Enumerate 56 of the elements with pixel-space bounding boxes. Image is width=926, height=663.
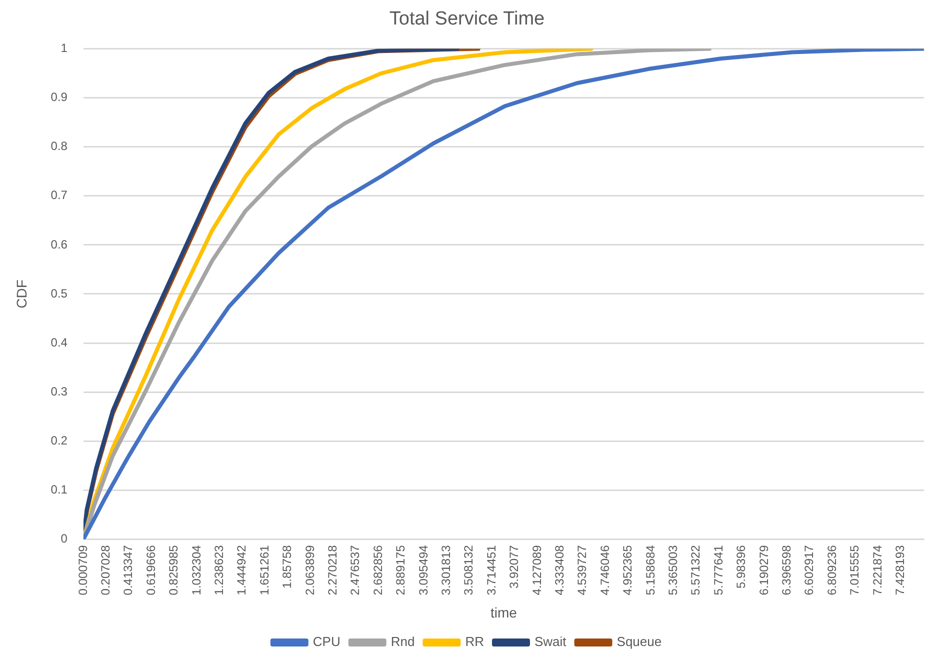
y-tick-label: 0.1 [50, 482, 68, 496]
y-tick-label: 0.3 [50, 384, 68, 398]
y-tick-label: 0.6 [50, 237, 68, 252]
x-tick-label: 5.158684 [643, 544, 658, 596]
y-tick-label: 0.4 [50, 335, 68, 350]
y-tick-label: 0.9 [50, 90, 68, 104]
legend-label: Swait [534, 634, 567, 650]
x-tick-label: 0.413347 [121, 544, 136, 596]
x-tick-label: 4.539727 [575, 544, 590, 596]
x-tick-label: 3.508132 [462, 544, 476, 596]
x-tick-label: 4.746046 [598, 544, 612, 596]
x-tick-label: 6.602917 [802, 544, 816, 596]
x-tick-label: 2.889175 [394, 544, 408, 596]
x-tick-label: 1.85758 [280, 544, 294, 589]
y-tick-label: 0.7 [50, 188, 68, 202]
x-tick-label: 1.032304 [189, 544, 204, 596]
x-tick-label: 5.571322 [688, 544, 703, 596]
chart-title: Total Service Time [389, 8, 545, 30]
x-tick-label: 4.127089 [530, 544, 544, 596]
x-tick-label: 1.238623 [212, 544, 226, 596]
x-tick-label: 1.651261 [257, 544, 272, 596]
x-tick-label: 5.365003 [666, 544, 680, 596]
x-tick-label: 0.000709 [76, 544, 90, 596]
x-tick-label: 3.301813 [439, 544, 453, 596]
y-tick-label: 0 [60, 531, 68, 546]
x-tick-label: 0.619666 [144, 544, 158, 596]
x-tick-label: 5.98396 [734, 544, 748, 589]
legend-label: RR [465, 634, 484, 650]
x-tick-label: 1.444942 [234, 544, 249, 596]
x-tick-label: 4.333408 [552, 544, 566, 596]
x-axis-title: time [490, 604, 518, 620]
legend-label: Rnd [390, 634, 415, 650]
legend-label: CPU [312, 634, 340, 650]
x-tick-label: 3.714451 [484, 544, 498, 596]
x-tick-label: 4.952365 [620, 544, 635, 596]
legend-label: Squeue [616, 634, 662, 650]
y-tick-label: 0.5 [50, 286, 68, 300]
x-tick-label: 2.476537 [348, 544, 362, 596]
x-tick-label: 7.221874 [870, 544, 884, 596]
x-tick-label: 2.270218 [326, 544, 340, 596]
x-tick-label: 5.777641 [711, 544, 726, 596]
x-tick-label: 7.428193 [893, 544, 908, 596]
x-tick-label: 0.207028 [98, 544, 112, 596]
y-tick-label: 0.8 [50, 139, 68, 154]
x-tick-label: 3.92077 [507, 544, 522, 589]
x-tick-label: 6.190279 [756, 544, 771, 596]
x-tick-label: 3.095494 [416, 544, 430, 596]
x-tick-label: 2.063899 [302, 544, 317, 596]
x-tick-label: 0.825985 [166, 544, 181, 596]
x-tick-label: 6.809236 [824, 544, 839, 596]
x-tick-label: 6.396598 [780, 544, 794, 596]
x-tick-label: 2.682856 [370, 544, 385, 596]
y-axis-title: CDF [13, 280, 30, 308]
y-tick-label: 0.2 [50, 433, 68, 448]
x-tick-label: 7.015555 [848, 544, 862, 596]
y-tick-label: 1 [60, 41, 68, 56]
